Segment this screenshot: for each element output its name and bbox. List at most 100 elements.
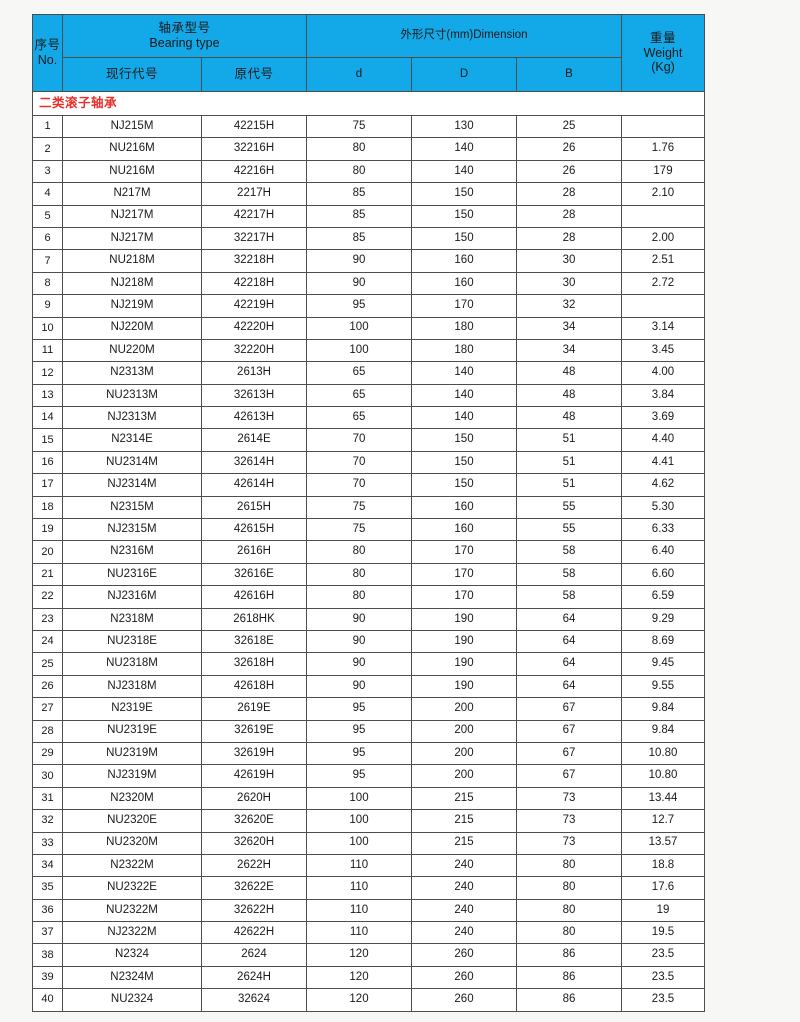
- cell-weight: 8.69: [621, 629, 705, 654]
- cell-old: 32618H: [201, 652, 307, 676]
- cell-D: 240: [411, 921, 517, 945]
- cell-weight: 19: [621, 898, 705, 923]
- cell-B: 80: [516, 898, 622, 923]
- cell-current: NJ2316M: [62, 585, 202, 609]
- cell-no: 40: [32, 988, 63, 1012]
- cell-D: 150: [411, 450, 517, 475]
- cell-d: 120: [306, 988, 412, 1012]
- cell-current: NJ218M: [62, 271, 202, 296]
- cell-B: 51: [516, 428, 622, 452]
- cell-current: N2314E: [62, 428, 202, 452]
- cell-no: 34: [32, 853, 63, 878]
- cell-B: 34: [516, 316, 622, 340]
- cell-old: 42216H: [201, 159, 307, 184]
- header-no-cn: 序号: [34, 37, 61, 53]
- cell-D: 190: [411, 652, 517, 676]
- cell-d: 120: [306, 943, 412, 967]
- cell-d: 95: [306, 294, 412, 318]
- cell-old: 32220H: [201, 338, 307, 363]
- table-row: 26 NJ2318M 42618H 90 190 64 9.55: [32, 674, 705, 699]
- cell-D: 140: [411, 383, 517, 408]
- cell-weight: [621, 294, 705, 318]
- cell-weight: 23.5: [621, 988, 705, 1012]
- cell-d: 110: [306, 853, 412, 878]
- cell-d: 90: [306, 249, 412, 273]
- cell-old: 32616E: [201, 562, 307, 587]
- cell-d: 85: [306, 182, 412, 206]
- cell-d: 110: [306, 898, 412, 923]
- cell-weight: 3.45: [621, 338, 705, 363]
- table-row: 2 NU216M 32216H 80 140 26 1.76: [32, 137, 705, 161]
- cell-d: 65: [306, 383, 412, 408]
- cell-old: 2622H: [201, 853, 307, 878]
- cell-d: 90: [306, 607, 412, 631]
- cell-current: NU2320M: [62, 831, 202, 855]
- cell-d: 65: [306, 406, 412, 430]
- table-row: 12 N2313M 2613H 65 140 48 4.00: [32, 361, 705, 385]
- table-row: 3 NU216M 42216H 80 140 26 179: [32, 159, 705, 184]
- cell-weight: 4.00: [621, 361, 705, 385]
- cell-d: 85: [306, 204, 412, 228]
- table-row: 31 N2320M 2620H 100 215 73 13.44: [32, 786, 705, 811]
- cell-current: NU2324: [62, 988, 202, 1012]
- cell-d: 100: [306, 338, 412, 363]
- cell-weight: 9.45: [621, 652, 705, 676]
- cell-D: 150: [411, 204, 517, 228]
- table-row: 38 N2324 2624 120 260 86 23.5: [32, 943, 705, 967]
- cell-old: 42618H: [201, 674, 307, 699]
- cell-old: 2613H: [201, 361, 307, 385]
- cell-old: 42217H: [201, 204, 307, 228]
- cell-no: 19: [32, 518, 63, 542]
- cell-current: NU2316E: [62, 562, 202, 587]
- cell-D: 260: [411, 988, 517, 1012]
- cell-no: 21: [32, 562, 63, 587]
- cell-old: 32216H: [201, 137, 307, 161]
- cell-D: 240: [411, 853, 517, 878]
- cell-D: 260: [411, 943, 517, 967]
- cell-weight: 4.40: [621, 428, 705, 452]
- table-row: 30 NJ2319M 42619H 95 200 67 10.80: [32, 764, 705, 788]
- cell-weight: 4.62: [621, 473, 705, 497]
- table-row: 11 NU220M 32220H 100 180 34 3.45: [32, 338, 705, 363]
- cell-D: 180: [411, 338, 517, 363]
- cell-no: 14: [32, 406, 63, 430]
- cell-D: 190: [411, 607, 517, 631]
- header-old-code-label: 原代号: [234, 66, 274, 82]
- header-bearing-type-cn: 轴承型号: [158, 20, 211, 36]
- cell-no: 6: [32, 226, 63, 251]
- cell-current: NJ217M: [62, 204, 202, 228]
- cell-B: 48: [516, 361, 622, 385]
- cell-no: 16: [32, 450, 63, 475]
- cell-d: 75: [306, 518, 412, 542]
- table-row: 23 N2318M 2618HK 90 190 64 9.29: [32, 607, 705, 631]
- header-dim-d: d: [306, 57, 412, 92]
- cell-weight: 9.29: [621, 607, 705, 631]
- table-row: 33 NU2320M 32620H 100 215 73 13.57: [32, 831, 705, 855]
- cell-old: 2624H: [201, 965, 307, 990]
- cell-current: NJ2315M: [62, 518, 202, 542]
- cell-d: 70: [306, 450, 412, 475]
- cell-B: 86: [516, 988, 622, 1012]
- cell-no: 26: [32, 674, 63, 699]
- cell-old: 2614E: [201, 428, 307, 452]
- table-row: 13 NU2313M 32613H 65 140 48 3.84: [32, 383, 705, 408]
- cell-current: NU216M: [62, 137, 202, 161]
- cell-D: 150: [411, 182, 517, 206]
- cell-current: NJ215M: [62, 114, 202, 139]
- cell-current: NJ220M: [62, 316, 202, 340]
- cell-weight: 3.14: [621, 316, 705, 340]
- cell-B: 64: [516, 652, 622, 676]
- cell-d: 95: [306, 764, 412, 788]
- cell-d: 80: [306, 540, 412, 564]
- cell-D: 240: [411, 898, 517, 923]
- header-no-en: No.: [37, 53, 58, 67]
- header-weight-en: Weight: [643, 45, 683, 60]
- cell-d: 100: [306, 316, 412, 340]
- header-no: 序号 No.: [32, 14, 63, 92]
- cell-no: 18: [32, 495, 63, 520]
- table-row: 39 N2324M 2624H 120 260 86 23.5: [32, 965, 705, 990]
- cell-weight: 19.5: [621, 921, 705, 945]
- cell-d: 75: [306, 114, 412, 139]
- header-current-code-label: 现行代号: [105, 66, 158, 82]
